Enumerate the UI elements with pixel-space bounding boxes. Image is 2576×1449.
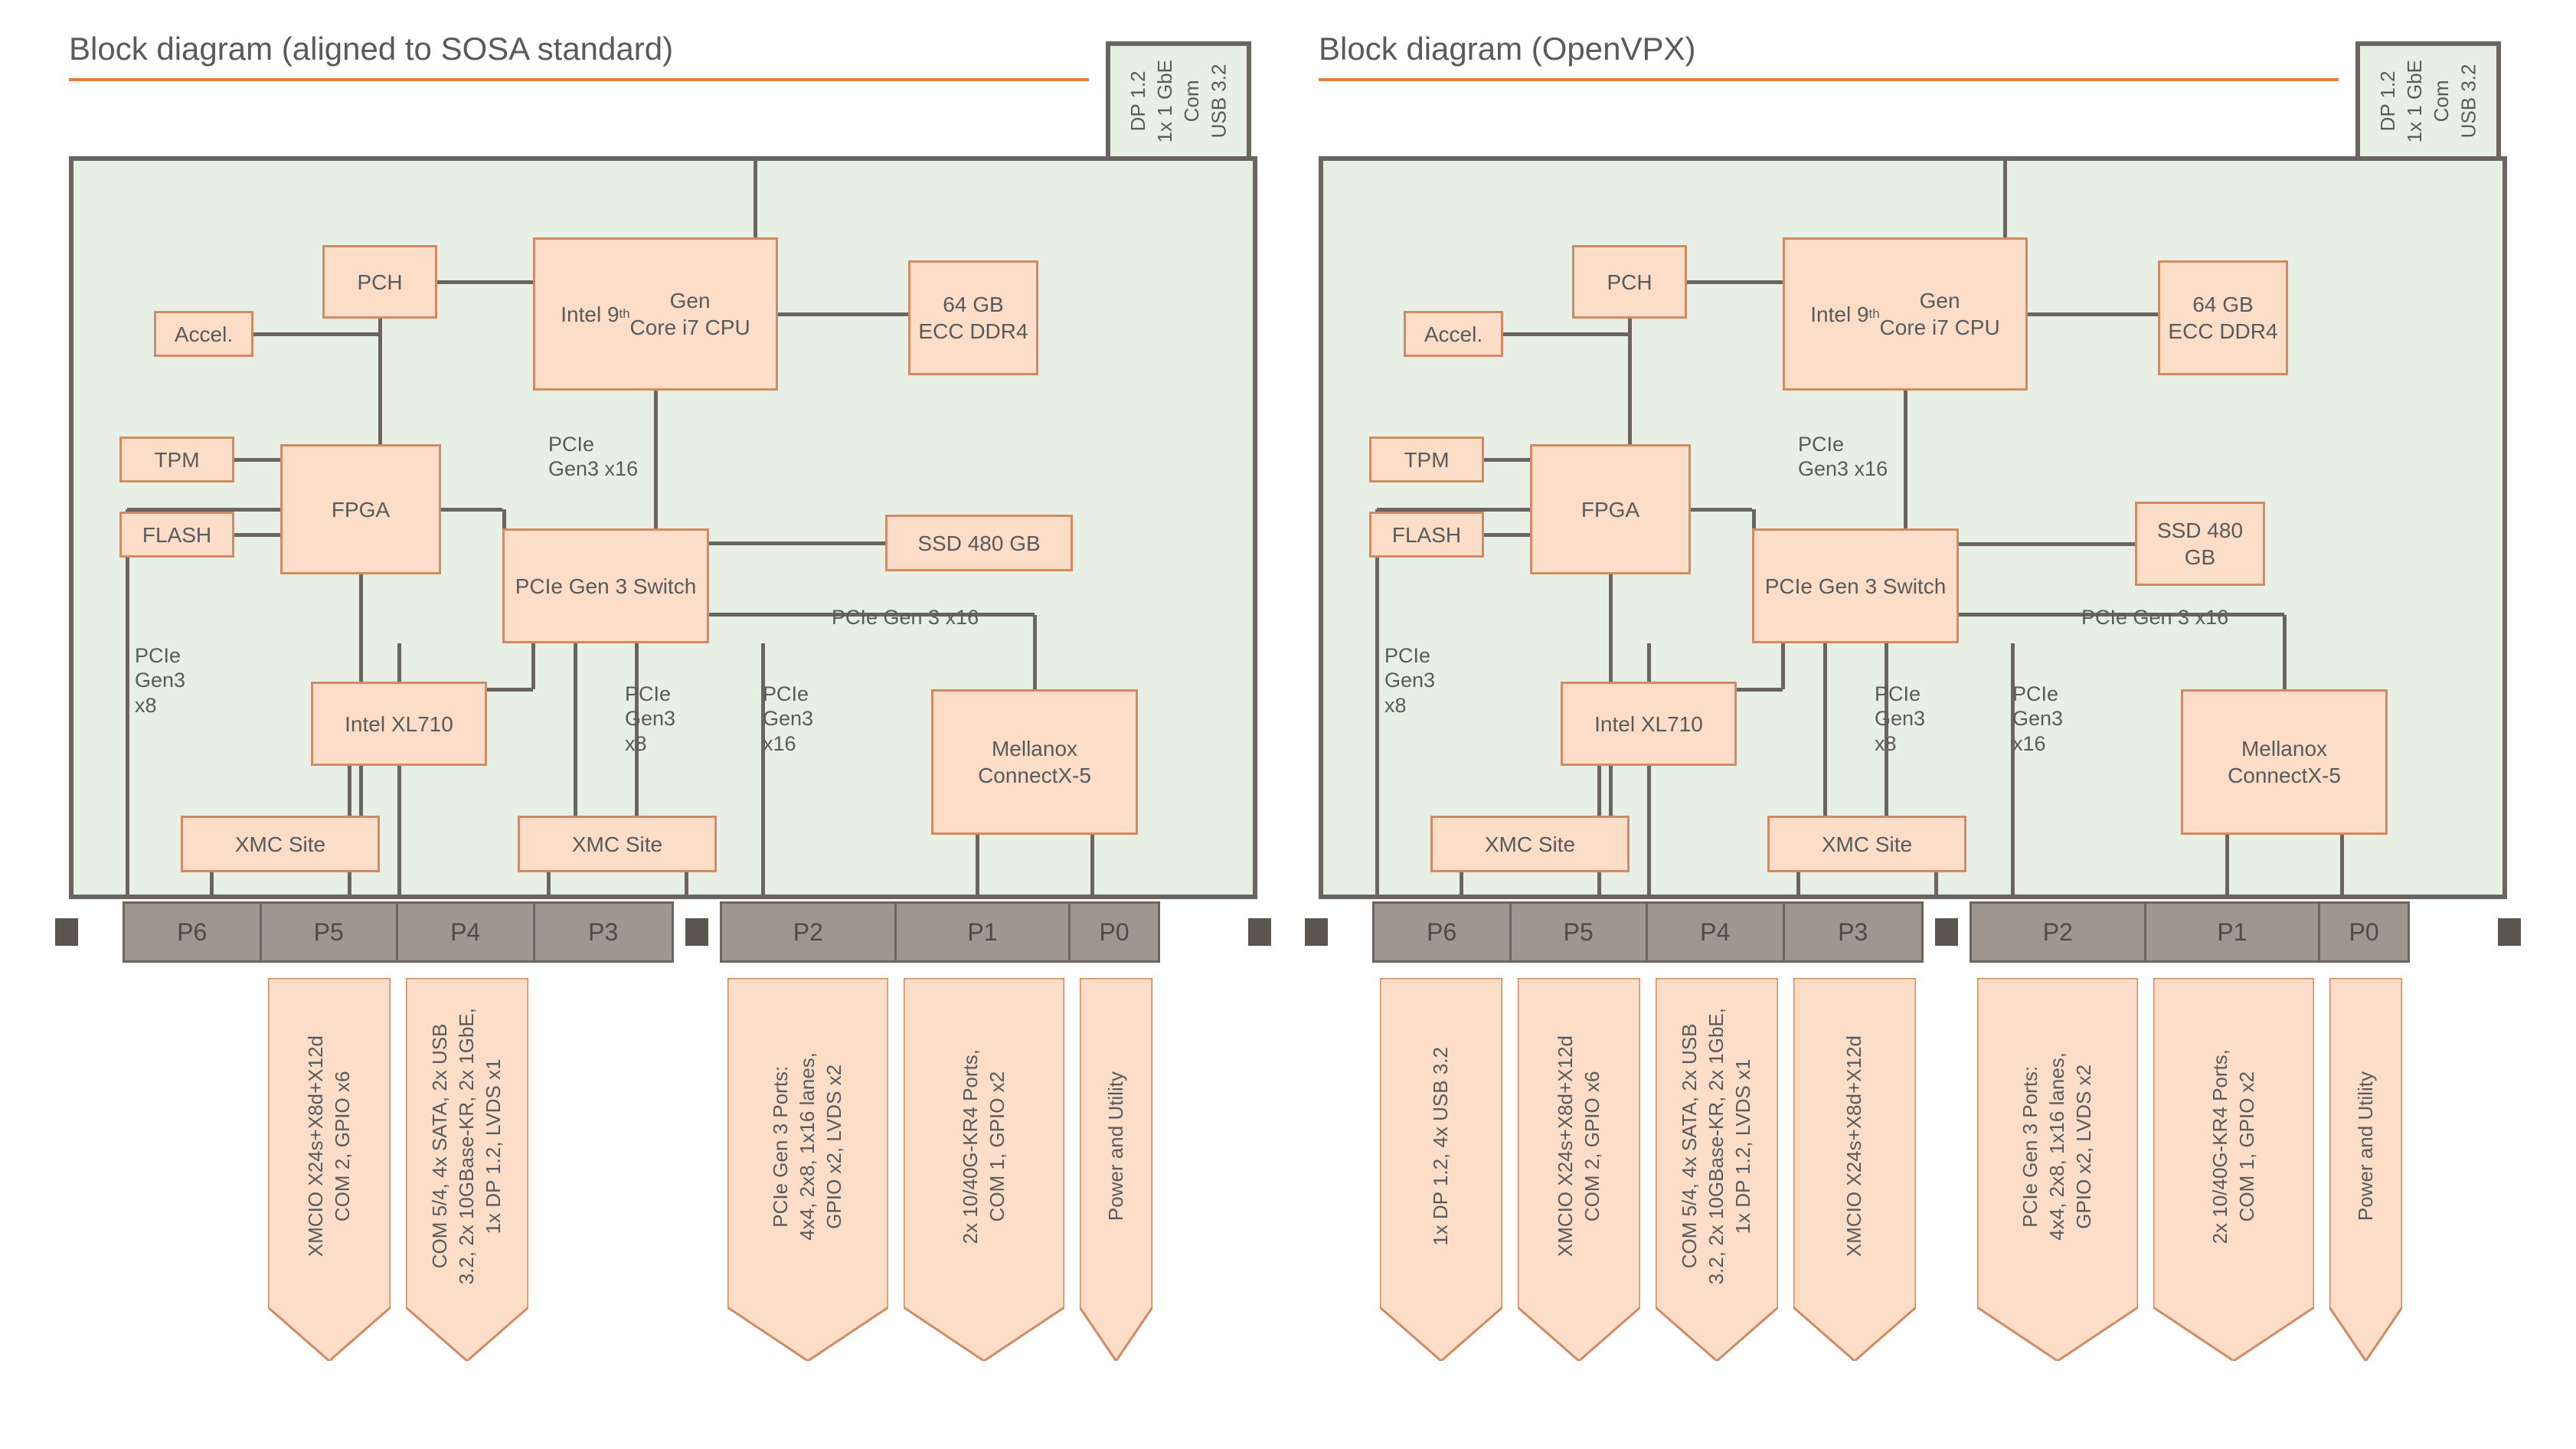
arrow-P6: 1x DP 1.2, 4x USB 3.2 [1380, 978, 1502, 1361]
connector-P1: P1 [2146, 904, 2321, 960]
label-pcie_g3x8_m: PCIe Gen3 x8 [625, 682, 675, 756]
front-panel-box: DP 1.2 1x 1 GbE Com USB 3.2 [1106, 41, 1251, 156]
block-xl710: Intel XL710 [311, 682, 487, 766]
board-outline: PCH Accel. Intel 9th GenCore i7 CPU 64 GB E… [69, 156, 1257, 899]
label-pcie_g3x16_r: PCIe Gen 3 x16 [832, 605, 979, 630]
panel-left: Block diagram (aligned to SOSA standard)… [69, 31, 1257, 1403]
connector-P3: P3 [1785, 904, 1921, 960]
block-xmc1: XMC Site [1430, 816, 1630, 872]
block-accel: Accel. [154, 311, 253, 357]
block-ddr: 64 GB ECC DDR4 [908, 260, 1038, 375]
block-fpga: FPGA [1530, 444, 1691, 574]
block-fpga: FPGA [280, 444, 441, 574]
connector-P6: P6 [125, 904, 262, 960]
label-pcie_g3x16_r: PCIe Gen 3 x16 [2081, 605, 2228, 630]
connector-rail: P6P5P4P3 P2P1P0 [1319, 901, 2507, 963]
block-xmc2: XMC Site [518, 816, 717, 872]
front-panel-labels: DP 1.2 1x 1 GbE Com USB 3.2 [2375, 60, 2482, 142]
arrow-P4: COM 5/4, 4x SATA, 2x USB 3.2, 2x 10GBase… [406, 978, 528, 1361]
block-xmc2: XMC Site [1767, 816, 1966, 872]
arrow-P1: 2x 10/40G-KR4 Ports, COM 1, GPIO x2 [2153, 978, 2314, 1361]
connector-P4: P4 [1648, 904, 1785, 960]
arrow-P2: PCIe Gen 3 Ports: 4x4, 2x8, 1x16 lanes, … [1977, 978, 2138, 1361]
front-panel-labels: DP 1.2 1x 1 GbE Com USB 3.2 [1125, 60, 1232, 142]
block-accel: Accel. [1404, 311, 1503, 357]
connector-arrows: XMCIO X24s+X8d+X12d COM 2, GPIO x6 COM 5… [69, 963, 1257, 1392]
connector-rail: P6P5P4P3 P2P1P0 [69, 901, 1257, 963]
label-pcie_g3x16_m: PCIe Gen3 x16 [763, 682, 813, 756]
connector-P2: P2 [722, 904, 897, 960]
connector-P4: P4 [398, 904, 535, 960]
board-outline: PCH Accel. Intel 9th GenCore i7 CPU 64 GB E… [1319, 156, 2507, 899]
connector-P1: P1 [897, 904, 1071, 960]
label-pcie_g3x8_m: PCIe Gen3 x8 [1875, 682, 1925, 756]
label-pcie_g3x16_top: PCIe Gen3 x16 [1798, 432, 1888, 482]
block-flash: FLASH [1369, 512, 1484, 558]
block-pcie_sw: PCIe Gen 3 Switch [502, 528, 709, 643]
connector-P5: P5 [1512, 904, 1649, 960]
block-cpu: Intel 9th GenCore i7 CPU [1783, 237, 2028, 391]
block-cx5: Mellanox ConnectX-5 [931, 689, 1138, 835]
connector-P3: P3 [535, 904, 672, 960]
block-pcie_sw: PCIe Gen 3 Switch [1752, 528, 1959, 643]
label-pcie_g3x16_m: PCIe Gen3 x16 [2012, 682, 2063, 756]
arrow-P4: COM 5/4, 4x SATA, 2x USB 3.2, 2x 10GBase… [1656, 978, 1778, 1361]
label-pcie_g3x8_l: PCIe Gen3 x8 [1384, 643, 1435, 718]
connector-P0: P0 [2320, 904, 2408, 960]
block-pch: PCH [1572, 245, 1687, 319]
arrow-P1: 2x 10/40G-KR4 Ports, COM 1, GPIO x2 [904, 978, 1064, 1361]
block-flash: FLASH [119, 512, 234, 558]
title-rule [69, 78, 1089, 81]
block-ddr: 64 GB ECC DDR4 [2158, 260, 2288, 375]
block-tpm: TPM [1369, 437, 1484, 482]
title-rule [1319, 78, 2339, 81]
connector-P2: P2 [1972, 904, 2146, 960]
connector-arrows: 1x DP 1.2, 4x USB 3.2 XMCIO X24s+X8d+X12… [1319, 963, 2507, 1392]
panel-title-right: Block diagram (OpenVPX) [1319, 31, 2507, 67]
block-ssd: SSD 480 GB [2135, 502, 2265, 586]
arrow-P2: PCIe Gen 3 Ports: 4x4, 2x8, 1x16 lanes, … [727, 978, 888, 1361]
arrow-P5: XMCIO X24s+X8d+X12d COM 2, GPIO x6 [268, 978, 391, 1361]
arrow-P3: XMCIO X24s+X8d+X12d [1793, 978, 1916, 1361]
arrow-P5: XMCIO X24s+X8d+X12d COM 2, GPIO x6 [1518, 978, 1640, 1361]
connector-P0: P0 [1071, 904, 1158, 960]
label-pcie_g3x16_top: PCIe Gen3 x16 [548, 432, 638, 482]
connector-P5: P5 [262, 904, 399, 960]
block-xmc1: XMC Site [181, 816, 380, 872]
label-pcie_g3x8_l: PCIe Gen3 x8 [135, 643, 185, 718]
arrow-P0: Power and Utility [1080, 978, 1152, 1361]
panel-title-left: Block diagram (aligned to SOSA standard) [69, 31, 1257, 67]
arrow-P0: Power and Utility [2329, 978, 2402, 1361]
front-panel-box: DP 1.2 1x 1 GbE Com USB 3.2 [2355, 41, 2501, 156]
block-cx5: Mellanox ConnectX-5 [2181, 689, 2388, 835]
block-cpu: Intel 9th GenCore i7 CPU [533, 237, 778, 391]
block-tpm: TPM [119, 437, 234, 482]
connector-P6: P6 [1375, 904, 1512, 960]
block-xl710: Intel XL710 [1561, 682, 1737, 766]
block-pch: PCH [322, 245, 437, 319]
panel-right: Block diagram (OpenVPX)DP 1.2 1x 1 GbE C… [1319, 31, 2507, 1403]
block-ssd: SSD 480 GB [885, 515, 1073, 571]
